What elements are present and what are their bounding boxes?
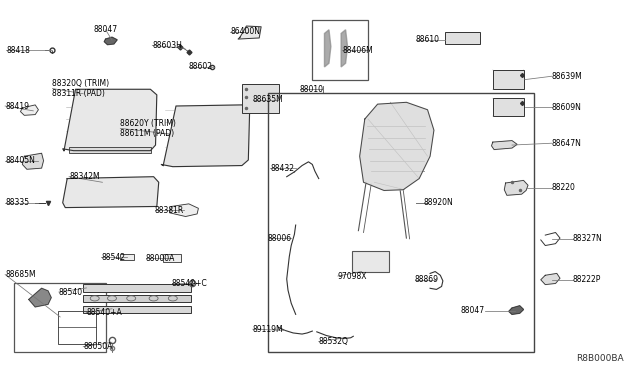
Text: 88869: 88869 [415,275,439,284]
Text: 89119M: 89119M [253,325,284,334]
Bar [83,295,191,302]
Text: 86400N: 86400N [230,27,260,36]
Text: 88542: 88542 [101,253,125,262]
Polygon shape [20,105,38,115]
Text: 88432: 88432 [270,164,294,173]
Polygon shape [238,26,261,39]
Text: 88610: 88610 [416,35,440,44]
Bar [242,84,279,113]
Bar [493,70,524,89]
Text: 88603H: 88603H [152,41,182,50]
Text: R8B000BA: R8B000BA [577,354,624,363]
Polygon shape [492,141,517,150]
Polygon shape [161,105,250,167]
Text: 88532Q: 88532Q [319,337,349,346]
Polygon shape [324,30,331,67]
Bar [14,283,106,352]
Text: 88010: 88010 [300,85,324,94]
Text: 88342M: 88342M [69,172,100,181]
Bar [83,284,191,292]
Text: 88050A: 88050A [83,342,113,351]
Text: 88047: 88047 [461,306,485,315]
Text: 88000A: 88000A [146,254,175,263]
Text: 88685M: 88685M [5,270,36,279]
Text: 88327N: 88327N [573,234,602,243]
Text: 88609N: 88609N [552,103,582,112]
Polygon shape [341,30,348,67]
Bar [312,20,368,80]
Text: 88540+C: 88540+C [172,279,207,288]
Polygon shape [170,204,198,217]
Text: 88320Q (TRIM)
88311R (PAD): 88320Q (TRIM) 88311R (PAD) [52,79,109,98]
Bar [445,32,480,44]
Bar [83,306,191,313]
Text: 88006: 88006 [268,234,292,243]
Bar [493,98,524,116]
Text: 97098X: 97098X [338,272,367,280]
Bar [69,147,151,153]
Text: 88220: 88220 [552,183,575,192]
Text: 88405N: 88405N [5,156,35,165]
Text: 88635M: 88635M [253,95,284,104]
Polygon shape [29,288,51,307]
Text: 88406M: 88406M [342,46,373,55]
Bar [163,254,181,262]
Text: 88418: 88418 [6,46,30,55]
Text: 88639M: 88639M [552,72,582,81]
Bar [120,254,134,260]
Text: 88381R: 88381R [155,206,184,215]
Polygon shape [541,273,560,285]
Bar [58,311,96,344]
Polygon shape [104,37,117,45]
Text: 88419: 88419 [5,102,29,110]
Polygon shape [504,180,528,195]
Polygon shape [360,102,434,190]
Polygon shape [63,89,157,151]
Text: 88620Y (TRIM)
88611M (PAD): 88620Y (TRIM) 88611M (PAD) [120,119,176,138]
Bar [268,93,534,352]
Bar [352,251,389,272]
Polygon shape [22,153,44,169]
Text: 88047: 88047 [93,25,118,34]
Text: 88602: 88602 [189,62,212,71]
Text: 88647N: 88647N [552,139,582,148]
Text: 88335: 88335 [5,198,29,207]
Text: 88540+A: 88540+A [86,308,122,317]
Text: 88540: 88540 [59,288,83,296]
Text: 88920N: 88920N [424,198,453,207]
Polygon shape [63,177,159,208]
Polygon shape [509,306,524,314]
Text: 88222P: 88222P [573,275,601,284]
